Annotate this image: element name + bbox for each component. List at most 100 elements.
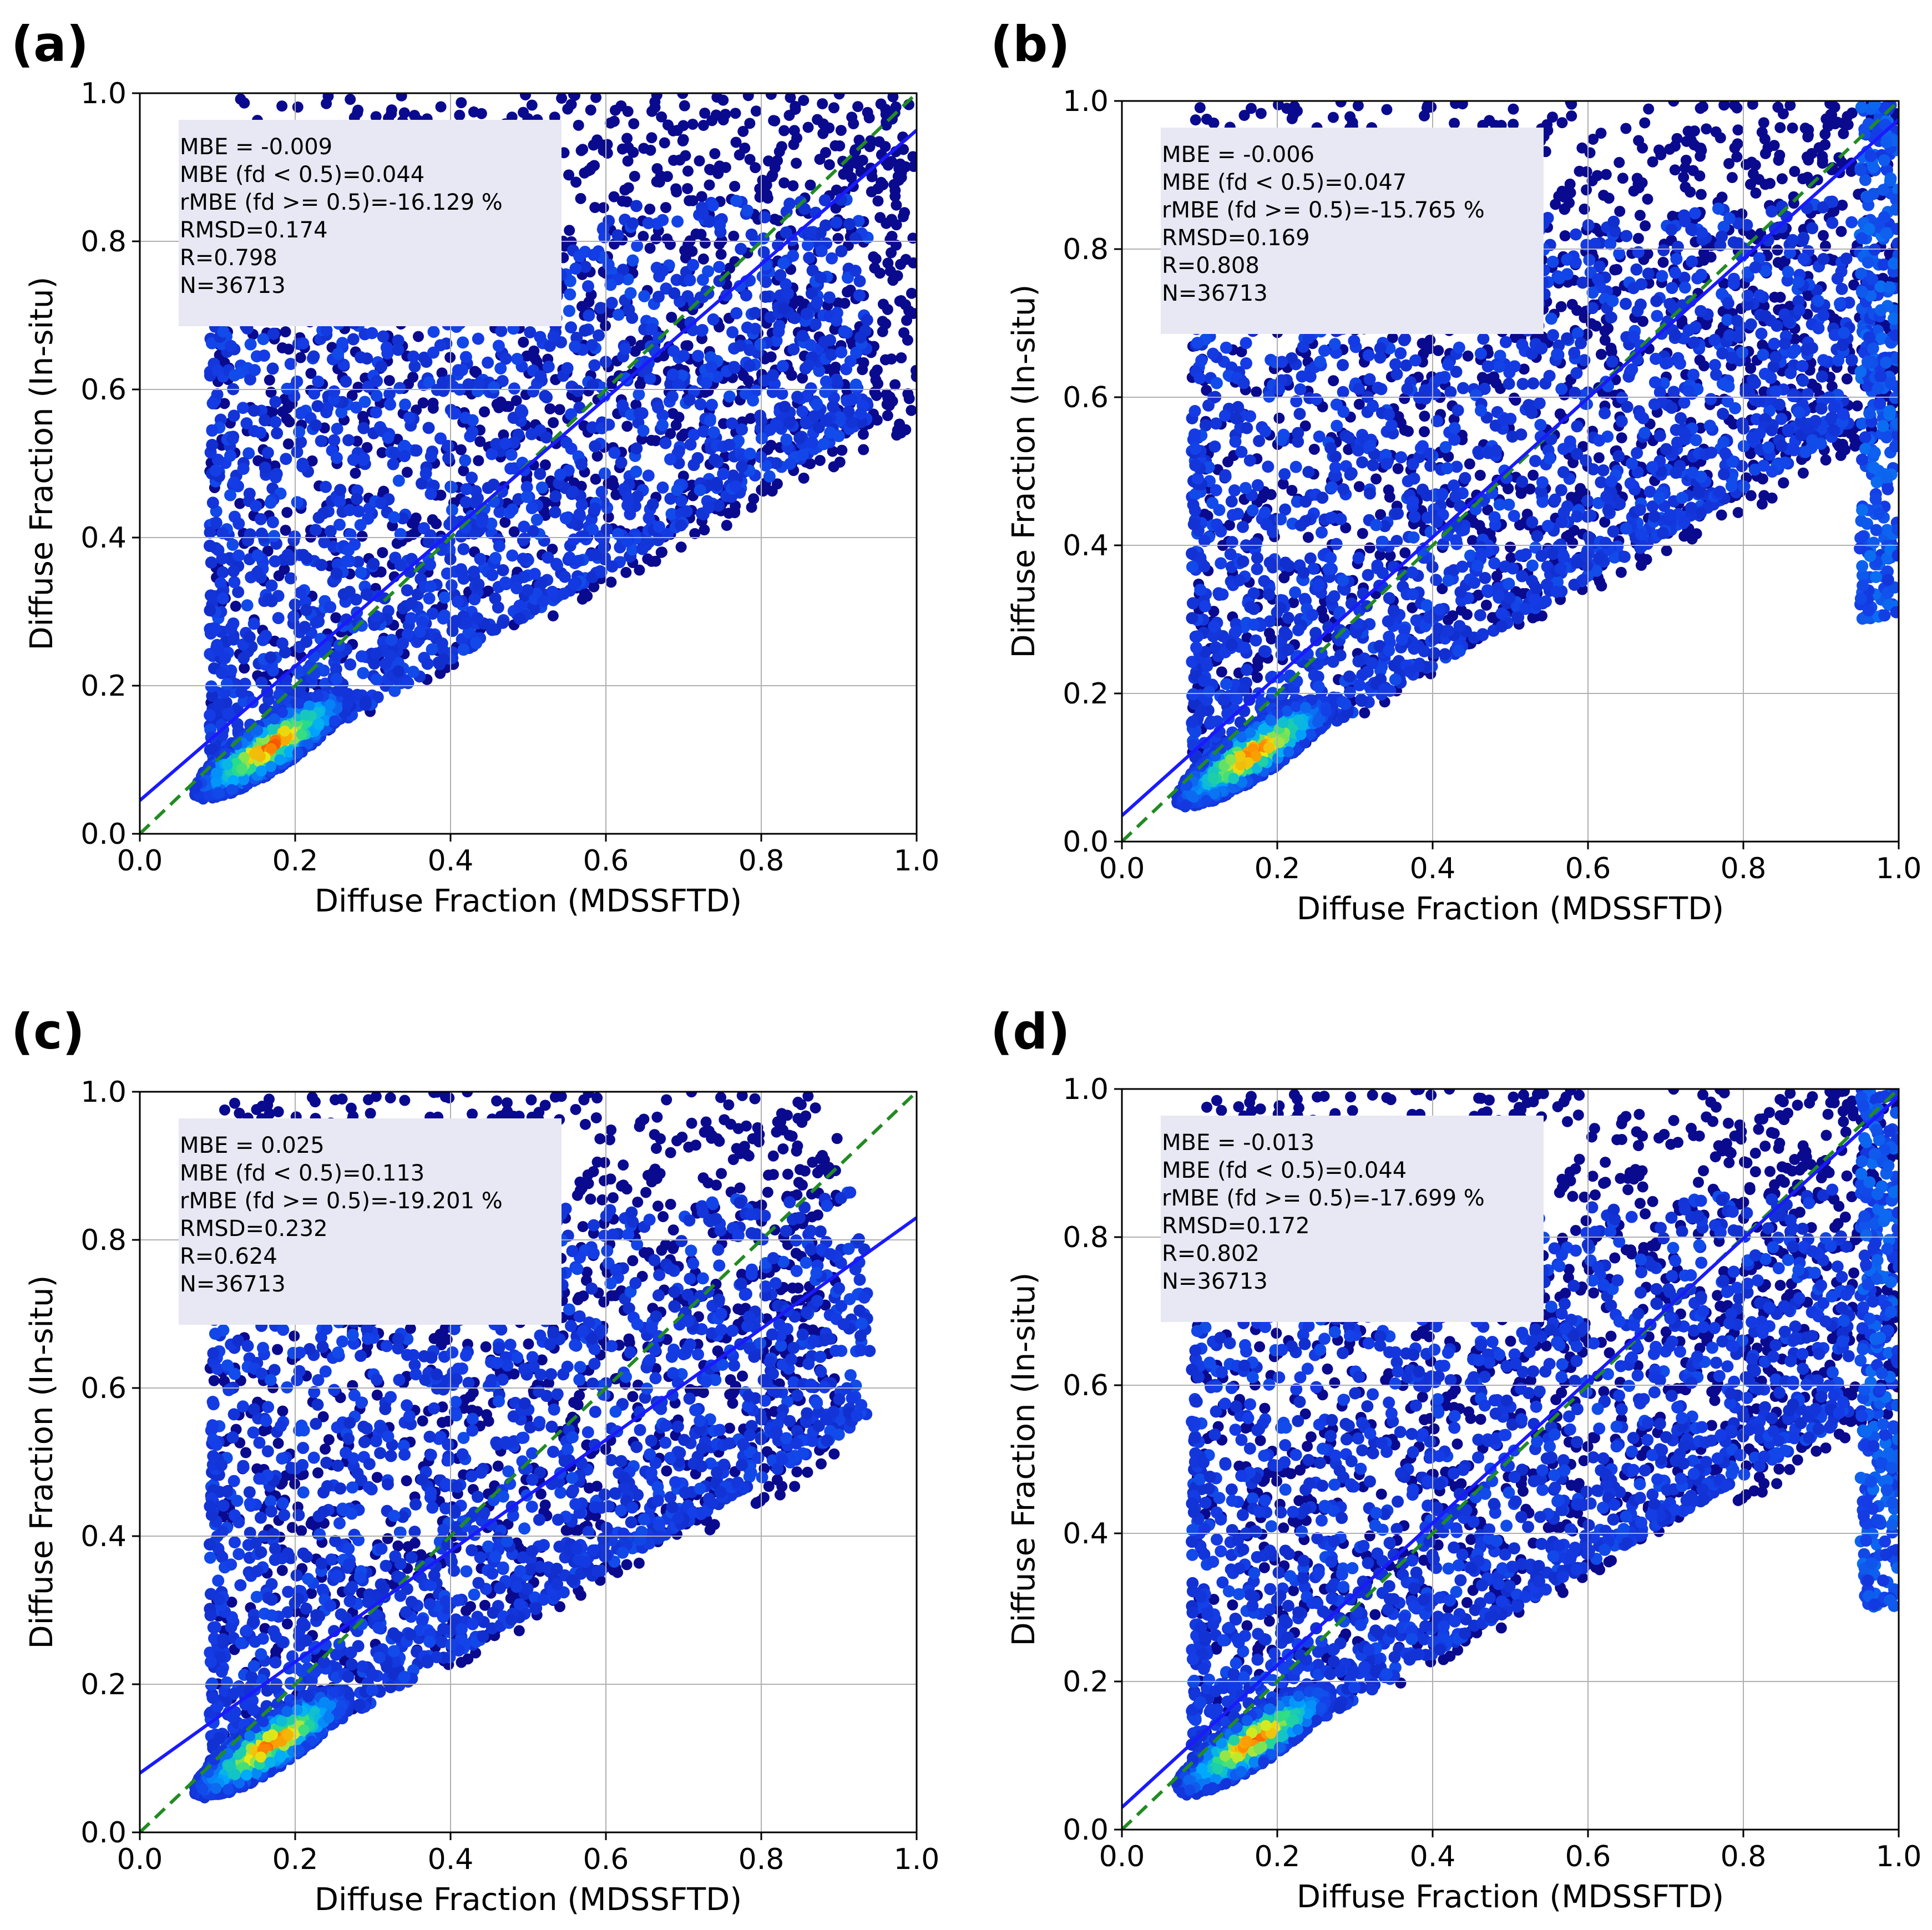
data-point bbox=[295, 352, 306, 363]
data-point bbox=[266, 743, 277, 754]
data-point bbox=[586, 421, 599, 434]
data-point bbox=[549, 506, 562, 519]
data-point bbox=[321, 402, 334, 414]
data-point bbox=[624, 287, 637, 300]
data-point bbox=[542, 551, 554, 564]
data-point bbox=[1524, 483, 1536, 495]
data-point bbox=[586, 571, 599, 584]
data-point bbox=[224, 489, 237, 502]
data-point bbox=[645, 144, 656, 156]
data-point bbox=[485, 448, 498, 460]
data-point bbox=[675, 519, 687, 531]
data-point bbox=[269, 713, 280, 725]
data-point bbox=[417, 397, 429, 409]
data-point bbox=[1375, 509, 1387, 520]
data-point bbox=[606, 560, 619, 573]
data-point bbox=[394, 528, 407, 540]
data-point bbox=[393, 382, 406, 394]
data-point bbox=[695, 325, 708, 337]
data-point bbox=[466, 472, 478, 484]
data-point bbox=[717, 418, 729, 429]
data-point bbox=[769, 115, 781, 126]
data-point bbox=[296, 728, 307, 740]
data-point bbox=[754, 191, 766, 203]
data-point bbox=[382, 432, 395, 444]
data-point bbox=[818, 194, 831, 207]
data-point bbox=[680, 340, 692, 352]
data-point bbox=[416, 616, 428, 629]
data-point bbox=[426, 643, 438, 656]
data-point bbox=[507, 412, 520, 424]
data-point bbox=[689, 528, 701, 539]
data-point bbox=[748, 307, 761, 320]
data-point bbox=[292, 747, 304, 759]
data-point bbox=[896, 171, 907, 183]
data-point bbox=[573, 508, 586, 520]
data-point bbox=[563, 169, 575, 181]
data-point bbox=[667, 345, 680, 357]
data-point bbox=[525, 502, 538, 514]
data-point bbox=[300, 635, 313, 648]
data-point bbox=[549, 490, 562, 503]
data-point bbox=[579, 324, 591, 337]
data-point bbox=[402, 677, 414, 690]
data-point bbox=[664, 239, 676, 250]
data-point bbox=[321, 98, 332, 109]
data-point bbox=[239, 97, 250, 109]
data-point bbox=[383, 374, 395, 386]
data-point bbox=[898, 327, 910, 338]
data-point bbox=[528, 345, 540, 357]
data-point bbox=[423, 592, 436, 605]
data-point bbox=[835, 245, 848, 257]
data-point bbox=[206, 497, 219, 509]
data-point bbox=[401, 467, 413, 478]
data-point bbox=[643, 511, 655, 524]
data-point bbox=[565, 321, 578, 334]
data-point bbox=[265, 761, 277, 772]
data-point bbox=[268, 530, 281, 543]
data-point bbox=[697, 120, 709, 131]
data-point bbox=[858, 444, 869, 455]
data-point bbox=[232, 586, 245, 599]
data-point bbox=[783, 197, 796, 210]
data-point bbox=[857, 154, 868, 166]
data-point bbox=[264, 651, 277, 664]
data-point bbox=[284, 572, 297, 585]
data-point bbox=[1340, 522, 1352, 534]
data-point bbox=[783, 416, 796, 429]
data-point bbox=[656, 214, 669, 226]
data-point bbox=[620, 566, 632, 578]
data-point bbox=[375, 360, 388, 373]
data-point bbox=[328, 434, 341, 447]
data-point bbox=[712, 168, 724, 179]
data-point bbox=[1787, 122, 1798, 134]
data-point bbox=[849, 265, 862, 277]
data-point bbox=[300, 709, 311, 721]
data-point bbox=[723, 438, 736, 451]
data-point bbox=[423, 376, 436, 389]
data-point bbox=[360, 588, 373, 601]
data-point bbox=[460, 483, 473, 495]
data-point bbox=[377, 547, 388, 559]
data-point bbox=[583, 296, 595, 308]
data-point bbox=[418, 351, 431, 364]
data-point bbox=[711, 371, 724, 383]
data-point bbox=[730, 136, 742, 148]
data-point bbox=[744, 154, 756, 165]
panel-label: (a) bbox=[11, 16, 89, 73]
data-point bbox=[707, 313, 720, 326]
data-point bbox=[823, 159, 835, 170]
data-point bbox=[479, 406, 490, 418]
data-point bbox=[467, 565, 480, 578]
data-point bbox=[254, 513, 267, 525]
data-point bbox=[442, 452, 455, 464]
data-point bbox=[279, 393, 291, 405]
data-point bbox=[854, 331, 867, 344]
data-point bbox=[244, 373, 256, 386]
data-point bbox=[422, 422, 435, 434]
data-point bbox=[830, 216, 843, 229]
data-point bbox=[832, 430, 845, 443]
fit-line bbox=[140, 129, 917, 802]
data-point bbox=[769, 214, 781, 225]
data-point bbox=[561, 362, 574, 374]
